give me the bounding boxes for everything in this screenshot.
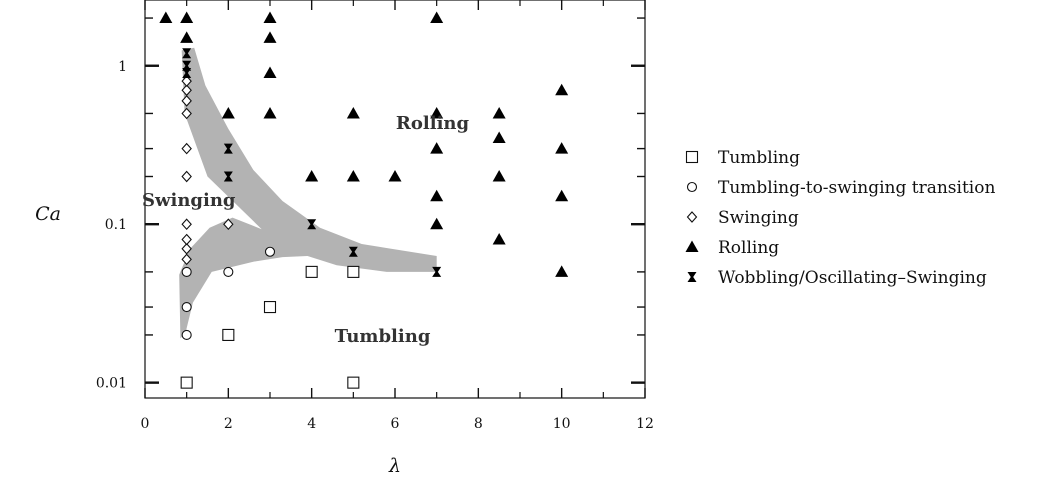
x-tick-label: 10 bbox=[553, 416, 571, 432]
rolling-marker bbox=[555, 142, 569, 154]
y-tick-label: 1 bbox=[118, 59, 127, 75]
legend-transition-marker bbox=[686, 181, 698, 193]
swinging-marker bbox=[181, 107, 192, 120]
legend-label: Wobbling/Oscillating–Swinging bbox=[718, 268, 987, 288]
transition-band-shape bbox=[179, 47, 437, 339]
wobbling-marker bbox=[182, 68, 192, 79]
rolling-marker bbox=[263, 106, 277, 119]
y-axis-label: Ca bbox=[35, 203, 61, 225]
x-axis: 0 2 4 6 8 10 12 bbox=[141, 0, 654, 432]
rolling-marker bbox=[430, 142, 444, 154]
wobbling-marker bbox=[223, 143, 233, 154]
swinging-marker bbox=[181, 242, 192, 255]
x-tick-label: 2 bbox=[224, 416, 233, 432]
x-tick-label: 4 bbox=[307, 416, 316, 432]
transition-marker bbox=[181, 329, 192, 340]
swinging-marker bbox=[181, 218, 192, 231]
legend-label: Tumbling-to-swinging transition bbox=[718, 178, 995, 198]
x-axis-label: λ bbox=[388, 455, 401, 477]
transition-marker bbox=[223, 266, 234, 277]
rolling-marker bbox=[263, 66, 277, 79]
rolling-marker bbox=[263, 11, 277, 24]
region-label-swinging: Swinging bbox=[142, 190, 236, 211]
rolling-marker bbox=[180, 31, 194, 43]
legend-rolling-marker bbox=[685, 240, 699, 252]
tumbling-marker bbox=[222, 328, 235, 341]
swinging-marker bbox=[181, 253, 192, 266]
rolling-marker bbox=[305, 170, 319, 182]
rolling-marker bbox=[555, 265, 569, 277]
rolling-marker bbox=[430, 11, 444, 24]
transition-marker bbox=[181, 301, 192, 313]
rolling-marker bbox=[555, 83, 569, 96]
rolling-marker bbox=[430, 189, 444, 202]
swinging-marker bbox=[181, 170, 192, 183]
swinging-marker bbox=[181, 233, 192, 246]
transition-marker bbox=[181, 266, 192, 277]
wobbling-marker bbox=[223, 171, 233, 182]
wobbling-marker bbox=[432, 266, 442, 277]
swinging-marker bbox=[181, 75, 192, 87]
x-tick-label: 12 bbox=[636, 416, 654, 432]
tumbling-marker bbox=[305, 265, 318, 278]
tumbling-marker bbox=[347, 376, 360, 389]
swinging-marker bbox=[181, 84, 192, 97]
region-labels: Rolling Swinging Tumbling bbox=[142, 113, 469, 347]
rolling-marker bbox=[263, 31, 277, 43]
legend-label: Swinging bbox=[718, 208, 799, 228]
markers bbox=[159, 11, 569, 389]
tumbling-marker bbox=[180, 376, 193, 389]
legend-tumbling-marker bbox=[685, 150, 699, 164]
rolling-marker bbox=[492, 233, 506, 245]
rolling-marker bbox=[430, 106, 444, 119]
rolling-marker bbox=[346, 170, 360, 182]
y-tick-label: 0.01 bbox=[96, 376, 127, 392]
swinging-marker bbox=[181, 95, 192, 107]
rolling-marker bbox=[430, 217, 444, 230]
transition-marker bbox=[264, 246, 276, 257]
rolling-marker bbox=[159, 11, 173, 24]
legend-swinging-marker bbox=[686, 211, 698, 223]
tumbling-marker bbox=[263, 300, 277, 314]
x-tick-label: 6 bbox=[391, 416, 400, 432]
swinging-marker bbox=[181, 142, 192, 155]
legend-wobbling-marker bbox=[687, 272, 697, 282]
rolling-marker bbox=[492, 106, 506, 119]
region-label-tumbling: Tumbling bbox=[335, 326, 431, 347]
legend: Tumbling Tumbling-to-swinging transition S… bbox=[685, 148, 995, 288]
y-tick-label: 0.1 bbox=[105, 217, 127, 233]
legend-label: Tumbling bbox=[718, 148, 800, 168]
legend-label: Rolling bbox=[718, 238, 779, 258]
rolling-marker bbox=[346, 106, 360, 119]
rolling-marker bbox=[180, 11, 194, 24]
rolling-marker bbox=[221, 106, 235, 119]
region-label-rolling: Rolling bbox=[396, 113, 470, 134]
x-tick-label: 8 bbox=[474, 416, 483, 432]
rolling-marker bbox=[555, 189, 569, 202]
wobbling-marker bbox=[307, 219, 317, 230]
wobbling-marker bbox=[348, 246, 358, 257]
y-axis: 0.01 0.1 1 bbox=[96, 17, 645, 392]
rolling-marker bbox=[492, 131, 506, 143]
rolling-marker bbox=[492, 170, 506, 182]
x-tick-label: 0 bbox=[141, 416, 150, 432]
transition-band bbox=[179, 47, 437, 339]
rolling-marker bbox=[388, 170, 402, 182]
tumbling-marker bbox=[347, 265, 360, 278]
swinging-marker bbox=[223, 218, 234, 231]
wobbling-marker bbox=[182, 48, 192, 59]
